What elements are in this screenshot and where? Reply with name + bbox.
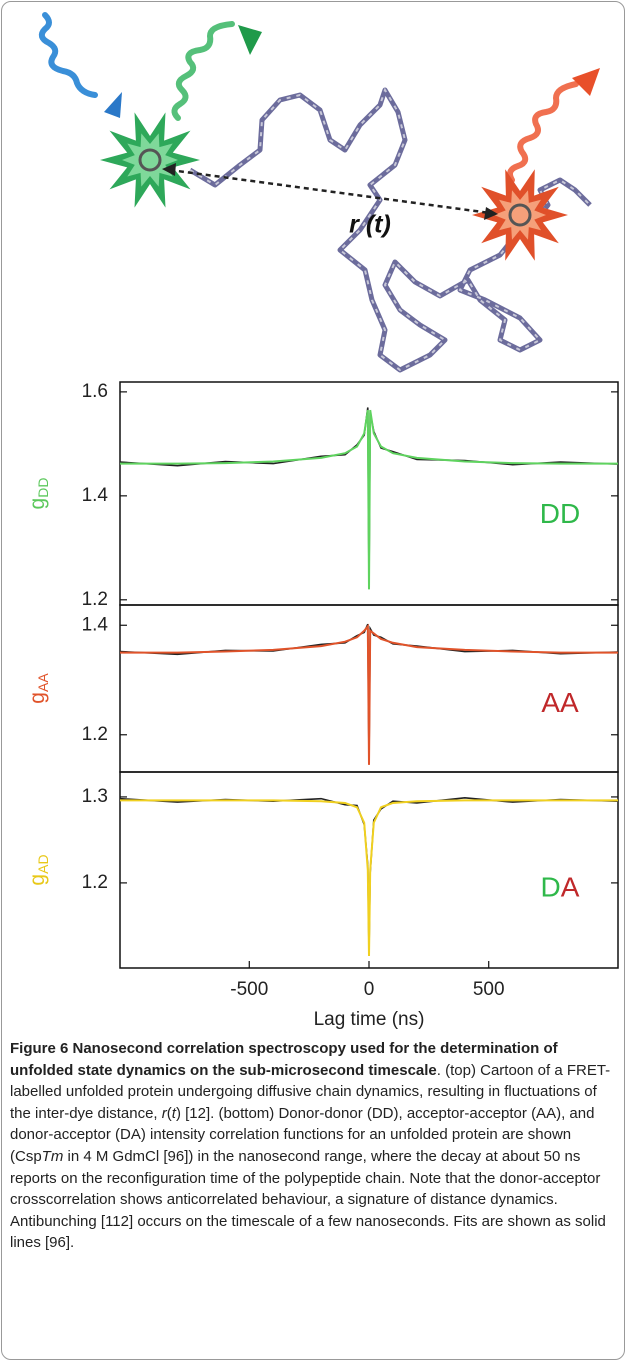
cartoon: r (t) — [38, 12, 600, 373]
dye-star — [122, 133, 178, 187]
arrow-head — [484, 207, 498, 220]
annotation-part: DD — [540, 498, 580, 529]
caption-text: t — [171, 1104, 176, 1122]
panel-annotation: AA — [541, 688, 579, 719]
dye-star — [494, 190, 546, 240]
caption-title: Figure 6 Nanosecond correlation spectros… — [10, 1040, 558, 1079]
donor-emission-wave — [171, 21, 235, 121]
arrow-head — [104, 92, 122, 118]
y-axis-label: gDD — [26, 478, 51, 510]
fit-line — [120, 409, 618, 590]
x-tick-label: -500 — [230, 979, 268, 1000]
distance-label: r (t) — [349, 211, 391, 239]
panel-annotation: DD — [540, 498, 580, 529]
y-tick-label: 1.2 — [82, 724, 108, 745]
acceptor-emission-wave — [507, 81, 579, 183]
x-axis-label: Lag time (ns) — [314, 1009, 425, 1030]
arrow-head — [162, 163, 176, 176]
y-axis-label-main: g — [26, 692, 49, 704]
caption-text: ) [12]. (bottom) Donor-donor (DD), accep… — [10, 1104, 595, 1165]
caption-text: in 4 M GdmCl [96]) in the nanosecond ran… — [10, 1147, 606, 1252]
y-axis-label: gAD — [26, 854, 51, 885]
annotation-part: AA — [541, 688, 579, 719]
distance-arrow — [169, 168, 491, 215]
arrow-head — [572, 68, 600, 96]
dyes — [100, 112, 568, 261]
y-tick-label: 1.2 — [82, 589, 108, 610]
caption-text: Tm — [41, 1147, 64, 1165]
fit-line — [120, 623, 618, 765]
y-axis-label-main: g — [26, 874, 49, 886]
y-tick-label: 1.4 — [82, 614, 109, 635]
fit-line — [120, 799, 618, 956]
annotation-part: A — [561, 872, 580, 903]
figure: r (t) 1.21.41.6gDDDD1.21.4gAAAA1.21.3-50… — [26, 12, 619, 1030]
dye-molecule — [508, 203, 532, 227]
y-axis-label-sub: DD — [35, 478, 51, 498]
y-axis-label: gAA — [26, 673, 51, 704]
arrow-head — [238, 25, 262, 55]
y-tick-label: 1.2 — [82, 872, 108, 893]
excitation-wave — [38, 12, 98, 98]
polypeptide-chain — [188, 87, 592, 373]
caption-text: r — [161, 1104, 167, 1122]
caption: Figure 6 Nanosecond correlation spectros… — [10, 1038, 616, 1254]
caption-text: . (top) Cartoon of a FRET-labelled unfol… — [10, 1061, 611, 1122]
y-axis-label-sub: AA — [35, 673, 51, 692]
annotation-part: D — [541, 872, 561, 903]
y-tick-label: 1.6 — [82, 381, 108, 402]
caption-text: ( — [166, 1104, 172, 1122]
dye-molecule — [138, 148, 162, 172]
y-axis-label-main: g — [26, 498, 49, 510]
y-tick-label: 1.3 — [82, 786, 108, 807]
y-axis-label-sub: AD — [35, 854, 51, 873]
x-tick-label: 0 — [364, 979, 375, 1000]
panel-annotation: DA — [541, 872, 580, 903]
x-tick-label: 500 — [473, 979, 505, 1000]
y-tick-label: 1.4 — [82, 485, 109, 506]
